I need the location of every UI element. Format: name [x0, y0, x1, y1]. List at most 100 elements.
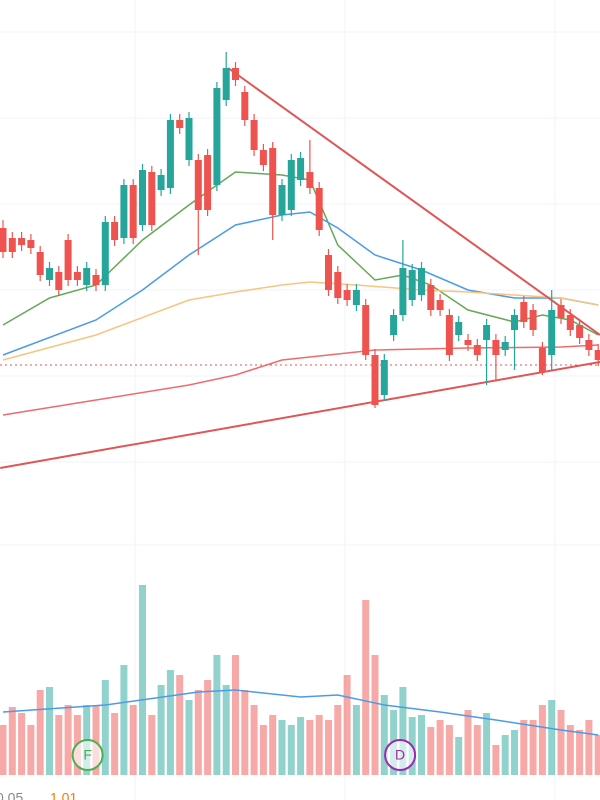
candle-body [566, 315, 574, 330]
volume-bar [445, 725, 453, 775]
event-marker [384, 739, 417, 771]
candle-body [166, 120, 174, 188]
candle-body [464, 340, 472, 345]
volume-bar [557, 710, 565, 775]
volume-bar [194, 690, 202, 775]
moving-average [2, 344, 599, 416]
candle-body [511, 315, 518, 330]
volume-bar [343, 675, 351, 775]
candle-body [204, 155, 212, 210]
candle-body [36, 252, 44, 275]
volume-bar [250, 705, 258, 775]
volume-bar [371, 655, 379, 775]
candle-body [436, 300, 444, 310]
volume-bar [8, 707, 16, 775]
candle-body [120, 185, 128, 238]
event-marker-label: F [83, 747, 92, 763]
candle-body [455, 322, 463, 335]
candle-body [315, 188, 323, 230]
volume-bar [287, 725, 295, 775]
candle-body [278, 185, 286, 215]
candle-body [157, 175, 165, 190]
candle-body [213, 88, 221, 185]
candle-body [101, 222, 109, 285]
volume-bar [157, 685, 165, 775]
candle-body [64, 240, 72, 280]
candle-body [362, 305, 370, 355]
candle-body [306, 172, 314, 188]
candle-body [483, 325, 491, 340]
candle-body [27, 240, 35, 248]
candle-body [241, 92, 249, 120]
candle-body [492, 340, 500, 355]
candle-body [576, 325, 584, 338]
volume-bar [213, 655, 221, 775]
volume-bar [380, 695, 388, 775]
volume-bar [520, 720, 528, 775]
candle-body [287, 160, 295, 210]
candle-body [408, 270, 416, 300]
volume-bar [464, 710, 472, 775]
volume-bar [27, 725, 35, 775]
volume-bar [399, 687, 407, 775]
volume-bar [538, 705, 546, 775]
moving-average [2, 171, 599, 336]
moving-average [2, 281, 599, 361]
candle-body [250, 120, 258, 150]
candle-body [222, 68, 230, 100]
candle-body [83, 268, 91, 285]
moving-average [2, 211, 599, 356]
candle-body [297, 158, 305, 180]
volume-bar [36, 690, 44, 775]
volume-bar [0, 725, 7, 775]
candle-body [55, 272, 63, 290]
volume-bar [148, 715, 156, 775]
volume-average [2, 689, 599, 736]
candle-body [538, 348, 546, 372]
candle-body [176, 120, 184, 128]
volume-bar [315, 715, 323, 775]
volume-bar [334, 705, 342, 775]
candle-body [557, 305, 565, 318]
candle-body [148, 172, 156, 225]
candle-body [334, 272, 342, 298]
candle-body [594, 350, 600, 360]
event-marker [71, 739, 104, 771]
candle-body [185, 118, 193, 160]
volume-bar [139, 585, 146, 775]
volume-bar [436, 720, 444, 775]
candle-body [18, 238, 26, 245]
volume-bar [566, 725, 574, 775]
candle-body [8, 238, 16, 252]
volume-bar [306, 720, 314, 775]
candle-body [0, 228, 7, 252]
candle-body [390, 315, 398, 335]
volume-bar [111, 713, 119, 775]
volume-bar [501, 735, 509, 775]
candle-body [111, 222, 119, 240]
volume-bar [492, 745, 500, 775]
volume-bar [120, 665, 128, 775]
volume-bar [473, 725, 481, 775]
volume-bar [297, 717, 305, 775]
volume-bar [101, 680, 109, 775]
candle-body [129, 185, 137, 238]
volume-bar [352, 705, 360, 775]
volume-bar [269, 715, 277, 775]
volume-bar [129, 705, 137, 775]
candle-body [399, 268, 407, 315]
indicator-value: 1.01 [50, 790, 77, 800]
candle-body [371, 355, 379, 405]
volume-bar [362, 600, 370, 775]
volume-bar [418, 715, 425, 775]
indicator-value: 0.05 [0, 790, 23, 800]
trend-line [227, 67, 600, 336]
volume-bar [325, 720, 332, 775]
candle-body [73, 272, 81, 280]
candle-body [529, 310, 537, 330]
volume-bar [483, 713, 491, 775]
volume-bar [455, 737, 463, 775]
candle-body [501, 342, 509, 350]
volume-bar [176, 675, 184, 775]
